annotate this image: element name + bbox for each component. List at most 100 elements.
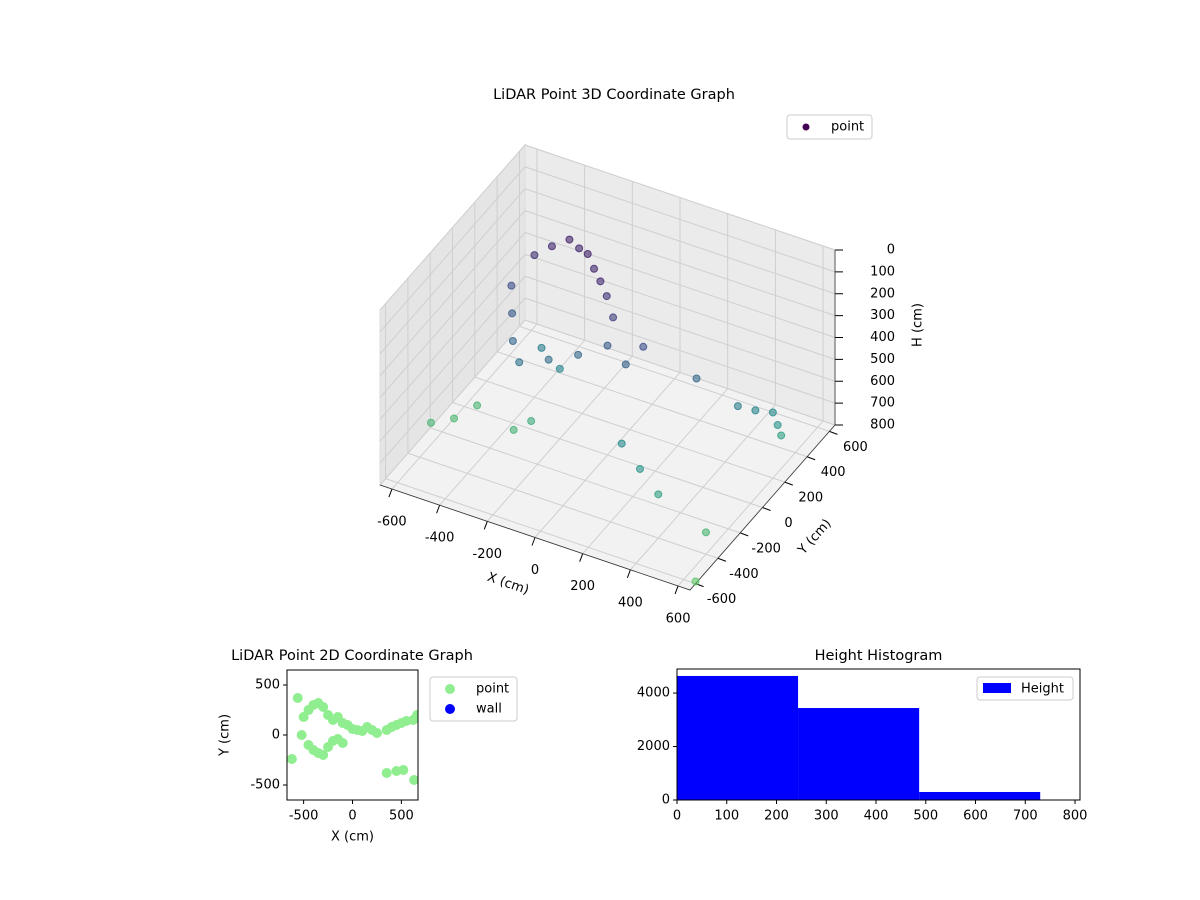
point [692,374,701,383]
y-tick-label: 400 [821,465,846,480]
point [318,702,329,712]
point [507,281,516,290]
point [508,309,517,318]
point [530,251,539,260]
x-tick-label: 400 [864,809,889,824]
point [555,364,564,373]
z-tick-label: 200 [870,286,895,301]
chart-title: Height Histogram [815,648,943,664]
point [777,431,786,440]
grid-line [379,319,836,486]
grid-line [379,253,836,420]
z-tick-label: 600 [870,374,895,389]
x-tick-label: 300 [814,809,839,824]
legend-marker [445,704,455,714]
point [371,728,382,738]
x-tick-label: 500 [913,809,938,824]
point [768,408,777,417]
point [412,710,418,720]
grid-line [379,188,836,355]
legend-marker [983,683,1011,693]
point [639,342,648,351]
point [565,235,574,244]
bar [677,675,799,800]
point [537,343,546,352]
y-axis-label: Y (cm) [795,516,835,558]
point [544,355,553,364]
point [590,264,599,273]
y-tick-label: 0 [784,516,792,531]
point [636,464,644,473]
point [292,693,303,703]
point [298,712,309,722]
y-tick-label: -400 [729,567,759,582]
point [596,277,605,286]
point [574,350,583,359]
point [381,768,392,778]
point [473,401,482,410]
tick-mark [762,507,771,511]
point [751,406,760,415]
tick-mark [674,585,679,595]
z-tick-label: 800 [870,418,895,433]
x-tick-label: 200 [570,579,595,594]
point [654,490,663,499]
tick-mark [806,456,816,461]
x-tick-label: 200 [764,809,789,824]
y-tick-label: 2000 [637,739,670,754]
bar [919,791,1041,800]
y-tick-label: 200 [798,491,823,506]
point [603,341,612,350]
x-axis-label: X (cm) [331,830,374,845]
x-tick-label: 700 [1013,809,1038,824]
chart-title: LiDAR Point 3D Coordinate Graph [493,87,735,103]
x-tick-label: 400 [618,595,643,610]
point [287,754,297,764]
x-tick-label: -600 [377,515,407,530]
tick-mark [829,430,838,435]
z-tick-label: 0 [887,243,895,258]
point [337,738,348,748]
x-tick-label: 0 [348,809,356,824]
tick-mark [740,532,749,537]
point [296,730,307,740]
y-axis-label: Y (cm) [218,714,233,757]
x-tick-label: 600 [963,809,988,824]
point [583,249,592,258]
tick-mark [784,481,793,486]
y-tick-label: 600 [843,440,868,455]
plot-frame [676,668,1081,801]
tick-mark [388,488,393,498]
tick-mark [717,557,727,562]
bar [798,708,920,800]
legend-label: Height [1021,682,1064,697]
point [426,418,435,427]
tick-mark [483,521,488,530]
point [773,421,782,430]
point [602,292,611,301]
grid-line [379,144,836,311]
x-tick-label: 500 [389,809,414,824]
legend-label: point [831,120,864,135]
point [701,528,710,537]
grid-line [379,297,836,464]
legend-marker [445,684,455,694]
z-tick-label: 300 [870,308,895,323]
point [609,313,618,322]
z-tick-label: 100 [870,264,895,279]
point [691,577,700,586]
point [409,775,418,785]
y-tick-label: 4000 [637,686,670,701]
x-tick-label: -500 [289,809,319,824]
point [617,439,626,448]
legend-box [786,114,873,140]
grid-line [379,231,836,398]
z-tick-label: 400 [870,330,895,345]
tick-mark [626,569,631,578]
y-tick-label: 0 [272,728,280,743]
x-tick-label: -400 [425,531,455,546]
y-tick-label: 500 [255,678,280,693]
y-tick-label: 0 [662,793,670,808]
tick-mark [579,553,584,562]
